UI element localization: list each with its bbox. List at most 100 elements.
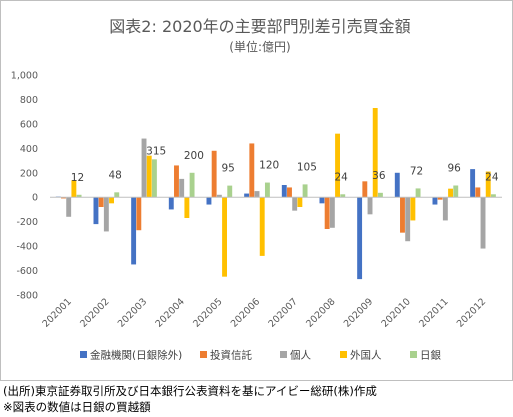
y-tick-label: 800 (20, 95, 38, 106)
x-tick-label: 202004 (154, 296, 187, 329)
bar (415, 188, 421, 198)
legend-swatch (340, 351, 347, 358)
bar (394, 172, 400, 198)
bar (98, 197, 104, 207)
total-label: 105 (297, 161, 317, 173)
total-label: 72 (410, 165, 423, 177)
y-tick-label: 600 (20, 119, 38, 130)
bar (189, 172, 195, 198)
x-tick-label: 202009 (342, 296, 375, 329)
bar (442, 197, 448, 221)
x-tick-label: 202010 (380, 296, 413, 329)
bar (281, 185, 287, 198)
legend-swatch (280, 351, 287, 358)
bar (249, 143, 255, 198)
x-tick-label: 202008 (304, 296, 337, 329)
bar (76, 194, 82, 198)
bar (93, 197, 99, 225)
bar (244, 193, 250, 198)
bar (287, 187, 292, 198)
bar (264, 182, 270, 198)
y-tick-label: -200 (16, 217, 38, 228)
total-label: 96 (448, 162, 462, 174)
x-tick-label: 202003 (116, 296, 149, 329)
bar (490, 194, 496, 198)
chart-panel (0, 0, 513, 381)
bar (292, 197, 298, 211)
legend-label: 投資信託 (210, 349, 252, 362)
bar (377, 192, 383, 198)
bar (174, 165, 179, 198)
bar (480, 197, 486, 249)
bar (362, 181, 368, 198)
y-tick-label: 0 (32, 193, 38, 204)
legend-label: 日銀 (420, 349, 441, 362)
bar-chart: 図表2: 2020年の主要部門別差引売買金額 (単位:億円) 1,000 800 6… (11, 17, 502, 362)
bar (259, 197, 265, 256)
bar (448, 188, 453, 198)
bar (71, 180, 77, 198)
bar (475, 187, 481, 198)
total-label: 95 (222, 163, 235, 175)
y-axis: 1,000 800 600 400 200 0 -200 -400 -600 -800 (11, 71, 38, 302)
total-label: 315 (146, 146, 166, 158)
bar (302, 184, 308, 198)
bar (357, 197, 363, 280)
legend-swatch (410, 351, 417, 358)
bar (437, 197, 443, 200)
footnote: ※図表の数値は日銀の買越額 (3, 400, 151, 414)
y-tick-label: 400 (20, 144, 38, 155)
bar (151, 159, 157, 198)
bar (453, 185, 459, 198)
bar (168, 197, 174, 210)
bar (211, 150, 217, 198)
bar (222, 197, 227, 277)
x-tick-label: 202001 (41, 296, 74, 329)
bar (227, 185, 233, 198)
total-label: 200 (184, 150, 204, 162)
y-tick-label: -600 (16, 266, 38, 277)
bar (179, 178, 185, 198)
x-tick-label: 202011 (417, 296, 450, 329)
source-note: (出所)東京証券取引所及び日本銀行公表資料を基にアイビー総研(株)作成 (3, 384, 377, 398)
bar (432, 197, 438, 205)
bar (66, 197, 72, 217)
bars (55, 108, 496, 280)
total-label: 36 (372, 170, 386, 182)
bar (329, 197, 335, 228)
bar (367, 197, 373, 215)
total-label: 120 (259, 160, 279, 172)
bar (470, 169, 476, 198)
legend-label: 個人 (290, 349, 311, 362)
bar (324, 197, 330, 229)
bar (216, 194, 222, 198)
bar (103, 197, 109, 232)
bar (254, 191, 260, 198)
total-label: 12 (71, 172, 84, 184)
total-label: 24 (485, 171, 499, 183)
bar (114, 192, 120, 198)
x-tick-label: 202007 (267, 296, 300, 329)
bar (136, 197, 142, 231)
bar (405, 197, 411, 242)
y-tick-label: -800 (16, 291, 38, 302)
chart-subtitle: (単位:億円) (229, 39, 290, 54)
total-label: 48 (109, 169, 122, 181)
chart-title: 図表2: 2020年の主要部門別差引売買金額 (109, 17, 410, 36)
bar (400, 197, 405, 233)
x-tick-label: 202002 (78, 296, 111, 329)
notes: (出所)東京証券取引所及び日本銀行公表資料を基にアイビー総研(株)作成 ※図表の… (3, 383, 377, 415)
x-tick-labels: 202001 202002 202003 202004 202005 202006 2020… (41, 296, 489, 329)
bar (109, 197, 114, 204)
bar (297, 197, 303, 207)
bar (319, 197, 325, 204)
total-labels: 12 48 315 200 95 120 105 24 36 72 96 24 (71, 146, 499, 184)
bar (206, 197, 212, 205)
x-tick-label: 202005 (191, 296, 224, 329)
legend-swatch (200, 351, 207, 358)
legend-label: 金融機関(日銀除外) (90, 349, 182, 362)
legend-swatch (80, 351, 87, 358)
bar (146, 155, 152, 198)
bar (372, 108, 378, 198)
legend-label: 外国人 (350, 350, 382, 362)
